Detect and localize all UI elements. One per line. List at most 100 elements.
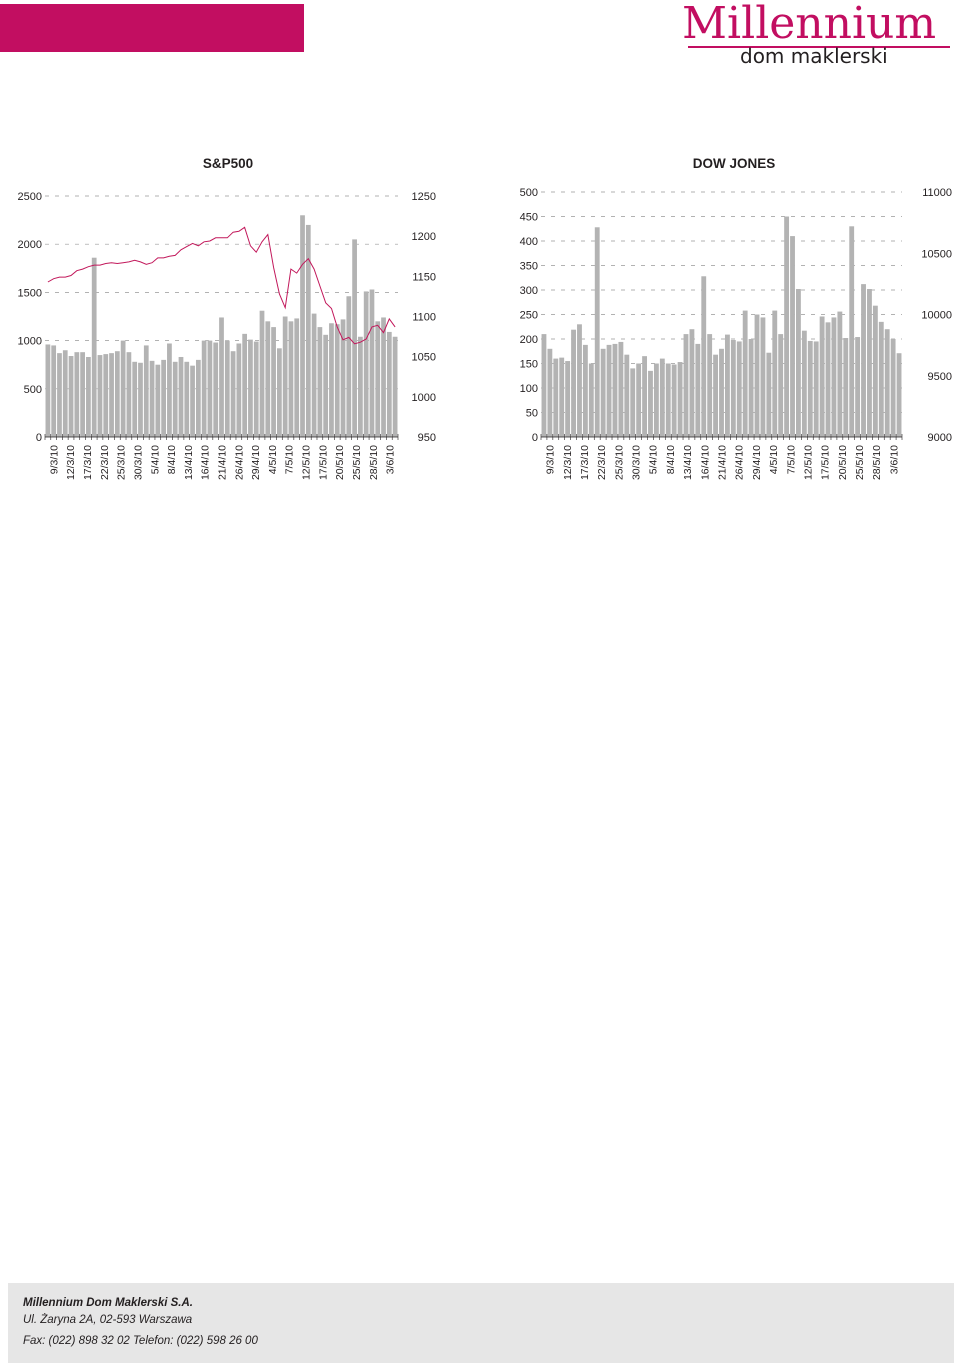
x-tick-label: 17/3/10	[579, 445, 591, 480]
x-tick-label: 17/5/10	[820, 445, 832, 480]
volume-bar	[719, 348, 724, 437]
x-tick-label: 29/4/10	[751, 445, 763, 480]
volume-bar	[796, 289, 801, 437]
right-tick-label: 1050	[412, 352, 436, 364]
x-tick-label: 17/5/10	[317, 445, 329, 480]
volume-bar	[62, 350, 68, 437]
volume-bar	[766, 352, 772, 437]
footer: Millennium Dom Maklerski S.A. Ul. Żaryna…	[8, 1283, 954, 1363]
volume-bar	[340, 319, 346, 437]
x-tick-label: 17/3/10	[82, 445, 94, 480]
volume-bar	[271, 327, 276, 437]
volume-bar	[126, 352, 132, 437]
left-tick-label: 250	[520, 310, 538, 322]
volume-bar	[594, 227, 600, 437]
x-tick-label: 7/5/10	[284, 445, 296, 474]
volume-bar	[677, 362, 683, 437]
chart-0: S&P500 0 500 1000 1500 2000 2500 950 1000 1050 110…	[18, 156, 436, 480]
header-color-bar	[0, 4, 304, 52]
logo-brand: Millennium	[682, 0, 937, 49]
left-tick-label: 200	[520, 334, 538, 346]
volume-bar	[259, 310, 265, 437]
x-tick-label: 25/3/10	[116, 445, 128, 480]
left-tick-label: 400	[520, 236, 538, 248]
volume-bar	[831, 317, 837, 437]
x-tick-label: 21/4/10	[717, 445, 729, 480]
volume-bar	[600, 348, 606, 437]
x-tick-label: 30/3/10	[631, 445, 643, 480]
right-tick-label: 1150	[412, 271, 436, 283]
volume-bar	[91, 257, 97, 437]
volume-bar	[323, 334, 329, 437]
volume-bar	[352, 239, 357, 437]
volume-bar	[825, 322, 831, 437]
right-tick-label: 1250	[412, 191, 436, 203]
volume-bar	[138, 362, 143, 437]
x-tick-label: 4/5/10	[768, 445, 780, 474]
left-tick-label: 500	[24, 384, 42, 396]
x-tick-label: 22/3/10	[596, 445, 608, 480]
right-tick-label: 10500	[921, 248, 952, 260]
volume-bar	[707, 334, 713, 437]
volume-bar	[45, 344, 51, 437]
left-tick-label: 0	[36, 432, 42, 444]
volume-bar	[57, 353, 62, 437]
volume-bar	[201, 340, 207, 437]
volume-bar	[648, 370, 653, 437]
volume-bar	[618, 341, 624, 437]
volume-bar	[636, 363, 642, 437]
volume-bar	[311, 313, 317, 437]
left-tick-label: 1000	[18, 336, 42, 348]
x-tick-label: 3/6/10	[385, 445, 397, 474]
left-tick-label: 2500	[18, 191, 42, 203]
volume-bar	[784, 216, 790, 437]
footer-company: Millennium Dom Maklerski S.A.	[23, 1297, 193, 1309]
volume-bar	[748, 339, 754, 437]
volume-bar	[855, 337, 861, 437]
volume-bar	[713, 354, 719, 437]
volume-bar	[807, 340, 813, 437]
volume-bar	[890, 339, 896, 437]
footer-address: Ul. Żaryna 2A, 02-593 Warszawa	[23, 1314, 193, 1326]
x-tick-label: 7/5/10	[785, 445, 797, 474]
x-tick-label: 29/4/10	[250, 445, 262, 480]
x-tick-label: 5/4/10	[648, 445, 660, 474]
x-tick-label: 3/6/10	[888, 445, 900, 474]
volume-bar	[381, 317, 386, 437]
left-tick-label: 150	[520, 359, 538, 371]
volume-bar	[248, 339, 253, 437]
left-tick-label: 350	[520, 261, 538, 273]
x-tick-label: 13/4/10	[682, 445, 694, 480]
x-tick-label: 22/3/10	[99, 445, 111, 480]
volume-bar	[219, 317, 224, 437]
volume-bar	[878, 321, 884, 437]
x-tick-label: 25/3/10	[613, 445, 625, 480]
left-tick-label: 2000	[18, 239, 42, 251]
volume-bar	[74, 352, 80, 437]
logo-subtitle: dom maklerski	[740, 44, 888, 68]
volume-bar	[571, 329, 576, 437]
chart-1: DOW JONES 0 50 100 150 200 250 300 350 400 450 500 9…	[520, 156, 952, 480]
right-tick-label: 950	[418, 432, 436, 444]
volume-bar	[624, 354, 630, 437]
x-tick-label: 16/4/10	[200, 445, 212, 480]
volume-bar	[659, 358, 665, 437]
volume-bar	[195, 359, 201, 437]
volume-bar	[606, 344, 612, 437]
volume-bar	[896, 353, 902, 437]
left-tick-label: 300	[520, 285, 538, 297]
volume-bar	[642, 356, 647, 437]
volume-bar	[565, 361, 571, 437]
volume-bar	[683, 334, 689, 437]
volume-bar	[68, 356, 74, 437]
volume-bar	[630, 368, 636, 437]
x-tick-label: 12/5/10	[802, 445, 814, 480]
volume-bar	[132, 361, 138, 437]
x-tick-label: 12/3/10	[562, 445, 574, 480]
x-tick-label: 9/3/10	[48, 445, 60, 474]
x-tick-label: 16/4/10	[699, 445, 711, 480]
x-tick-label: 8/4/10	[166, 445, 178, 474]
volume-bar	[172, 361, 178, 437]
volume-bar	[778, 334, 784, 437]
